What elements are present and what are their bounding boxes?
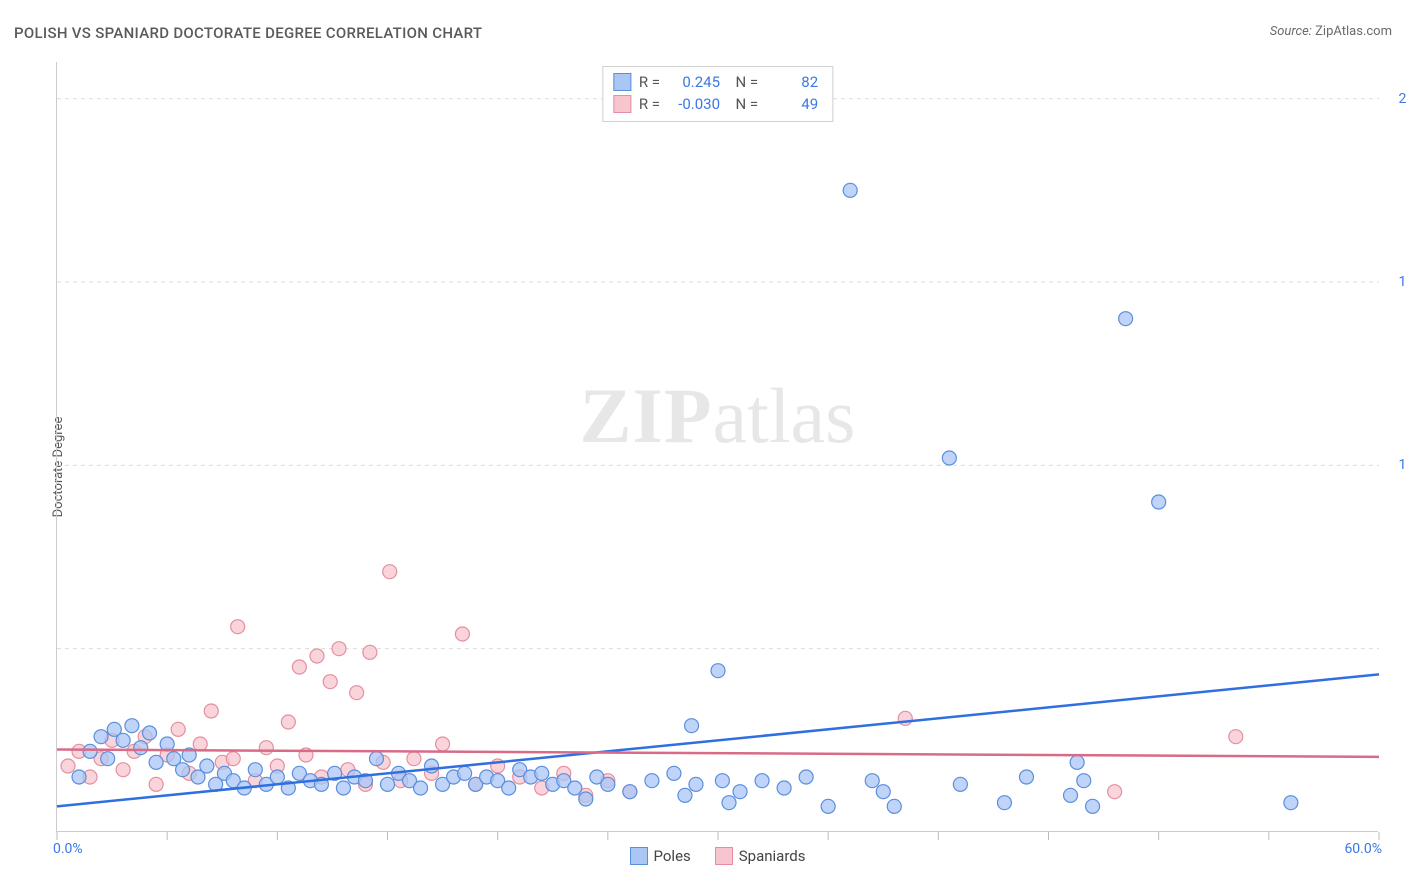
x-axis-max-label: 60.0%	[1344, 841, 1382, 857]
correlation-legend: R = 0.245 N = 82 R = -0.030 N = 49	[602, 66, 833, 122]
legend-row-spaniards: R = -0.030 N = 49	[613, 93, 818, 115]
n-value-spaniards: 49	[766, 95, 818, 113]
source-label: Source:	[1270, 24, 1312, 39]
y-tick-label: 20.0%	[1398, 91, 1406, 107]
source-attribution: Source: ZipAtlas.com	[1270, 24, 1392, 39]
swatch-spaniards	[613, 95, 631, 113]
source-value: ZipAtlas.com	[1315, 24, 1392, 39]
legend-item-spaniards: Spaniards	[715, 847, 806, 865]
n-label: N =	[728, 73, 758, 91]
n-label: N =	[728, 95, 758, 113]
r-value-spaniards: -0.030	[668, 95, 720, 113]
legend-row-poles: R = 0.245 N = 82	[613, 71, 818, 93]
r-label: R =	[639, 95, 660, 113]
n-value-poles: 82	[766, 73, 818, 91]
y-tick-label: 15.0%	[1398, 274, 1406, 290]
chart-container: Doctorate Degree ZIPatlas R = 0.245 N = …	[14, 52, 1392, 882]
swatch-spaniards-icon	[715, 847, 733, 865]
scatter-svg	[57, 62, 1379, 832]
legend-label-spaniards: Spaniards	[739, 847, 806, 865]
legend-item-poles: Poles	[630, 847, 691, 865]
x-axis-min-label: 0.0%	[53, 841, 83, 857]
r-label: R =	[639, 73, 660, 91]
legend-label-poles: Poles	[654, 847, 691, 865]
swatch-poles	[613, 73, 631, 91]
chart-title: POLISH VS SPANIARD DOCTORATE DEGREE CORR…	[14, 24, 482, 42]
y-tick-label: 10.0%	[1398, 457, 1406, 473]
plot-area: ZIPatlas R = 0.245 N = 82 R = -0.030 N =…	[56, 62, 1378, 832]
swatch-poles-icon	[630, 847, 648, 865]
series-legend: Poles Spaniards	[630, 847, 806, 865]
r-value-poles: 0.245	[668, 73, 720, 91]
